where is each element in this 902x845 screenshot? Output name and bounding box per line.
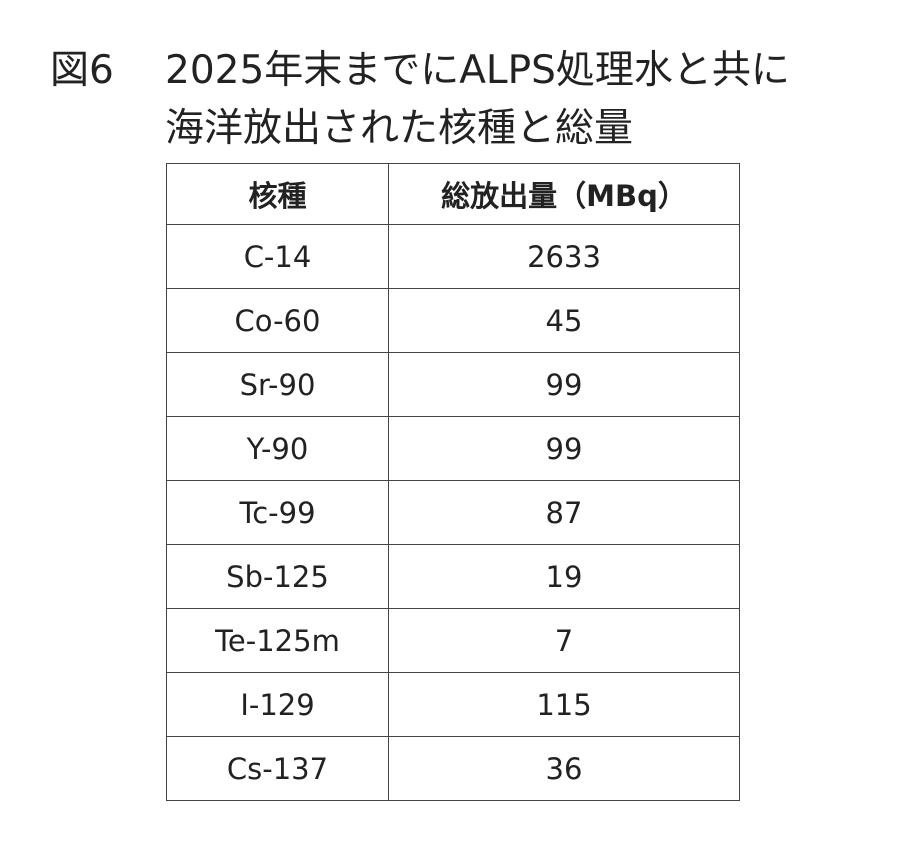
column-header: 核種: [166, 163, 389, 225]
amount-cell: 36: [388, 736, 740, 801]
data-table: 核種 総放出量（MBq） C-14 2633 Co-60 45 Sr-90 99 Y-90 9…: [166, 163, 740, 801]
nuclide-cell: Sr-90: [166, 352, 389, 417]
amount-cell: 115: [388, 672, 740, 737]
table-row: Te-125m 7: [166, 608, 740, 673]
nuclide-cell: Co-60: [166, 288, 389, 353]
nuclide-cell: Sb-125: [166, 544, 389, 609]
amount-cell: 2633: [388, 224, 740, 289]
amount-cell: 99: [388, 352, 740, 417]
amount-cell: 45: [388, 288, 740, 353]
table-row: Sb-125 19: [166, 544, 740, 609]
amount-cell: 7: [388, 608, 740, 673]
table-row: Y-90 99: [166, 416, 740, 481]
title-line: 2025年末までにALPS処理水と共に: [165, 48, 790, 93]
table-row: Co-60 45: [166, 288, 740, 353]
figure-label: 図6: [50, 48, 114, 93]
table-row: Sr-90 99: [166, 352, 740, 417]
nuclide-cell: Y-90: [166, 416, 389, 481]
nuclide-cell: Cs-137: [166, 736, 389, 801]
column-header: 総放出量（MBq）: [388, 163, 740, 225]
amount-cell: 19: [388, 544, 740, 609]
nuclide-cell: C-14: [166, 224, 389, 289]
header-row: 核種 総放出量（MBq）: [166, 163, 740, 225]
title-line: 海洋放出された核種と総量: [165, 106, 634, 151]
table-row: Cs-137 36: [166, 736, 740, 801]
nuclide-cell: Te-125m: [166, 608, 389, 673]
table-row: Tc-99 87: [166, 480, 740, 545]
table-body: C-14 2633 Co-60 45 Sr-90 99 Y-90 99 Tc-99 87 Sb-12…: [166, 224, 740, 801]
table-row: C-14 2633: [166, 224, 740, 289]
amount-cell: 99: [388, 416, 740, 481]
amount-cell: 87: [388, 480, 740, 545]
nuclide-cell: Tc-99: [166, 480, 389, 545]
table-row: I-129 115: [166, 672, 740, 737]
nuclide-cell: I-129: [166, 672, 389, 737]
